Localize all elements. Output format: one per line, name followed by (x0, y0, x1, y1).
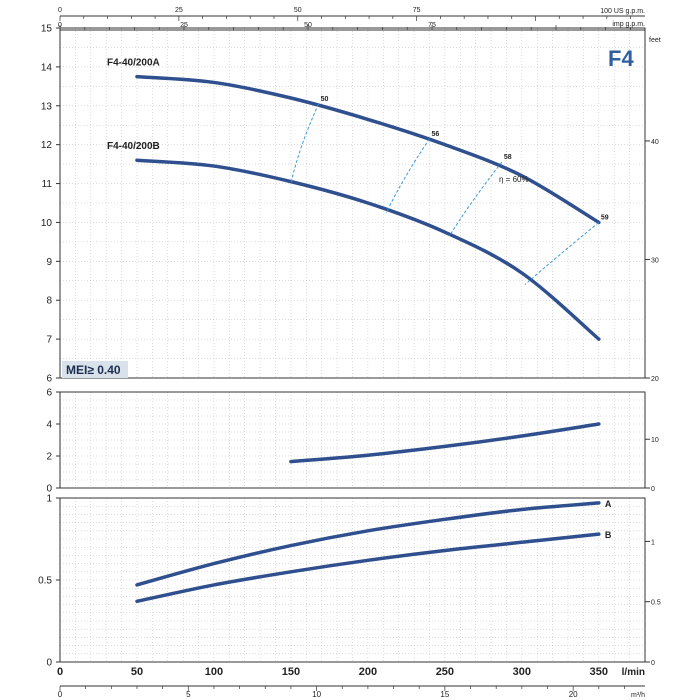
efficiency-line (290, 103, 320, 184)
x-unit-lmin: l/min (622, 667, 645, 678)
mei-badge: MEI≥ 0.40 (66, 363, 121, 377)
curve-power-a (135, 501, 601, 587)
imp-gpm-tick-label: 75 (428, 22, 436, 29)
imp-gpm-tick-label: 0 (58, 22, 62, 29)
right-tick-label: 0 (651, 486, 655, 493)
m3h-tick-label: 5 (186, 690, 191, 699)
labels-layer: F4-40/200A F4-40/200B A B 50 56 58 59 (107, 58, 612, 540)
right-tick-label: 10 (651, 437, 659, 444)
m3h-tick-label: 0 (58, 690, 63, 699)
x-tick-label-lmin: 350 (590, 666, 608, 678)
y-tick-label: 2 (46, 452, 52, 463)
curve-head-f4-40-200a (135, 74, 601, 225)
us-gpm-tick-label: 75 (413, 7, 421, 14)
y-tick-label: 10 (41, 218, 53, 229)
y-tick-label: 4 (46, 420, 52, 431)
mei-badge-bg (62, 361, 128, 378)
series-label: B (605, 530, 612, 540)
x-tick-label-lmin: 250 (436, 666, 454, 678)
x-tick-label-lmin: 50 (131, 666, 143, 678)
right-tick-label: 40 (651, 139, 659, 146)
right-tick-label: 30 (651, 257, 659, 264)
efficiency-label: η = 60% (499, 175, 529, 184)
x-tick-label-lmin: 300 (513, 666, 531, 678)
axes-layer: 6789101112131415203040024601000.5100.51f… (38, 7, 661, 699)
m3h-tick-label: 10 (312, 690, 321, 699)
series-label: A (605, 499, 612, 509)
curve-power-b (135, 532, 601, 604)
y-tick-label: 0 (46, 484, 52, 495)
imp-gpm-unit: imp g.p.m. (612, 21, 645, 28)
us-gpm-tick-label: 50 (294, 7, 302, 14)
us-gpm-tick-label: 0 (58, 7, 62, 14)
y-tick-label: 0 (46, 658, 52, 669)
efficiency-line (449, 161, 503, 237)
curve-npsh-series (289, 422, 601, 464)
m3h-unit: m³/h (631, 692, 645, 699)
y-tick-label: 15 (41, 24, 53, 35)
y-tick-label: 11 (42, 179, 53, 190)
series-label: F4-40/200A (107, 58, 160, 69)
imp-gpm-tick-label: 25 (180, 22, 188, 29)
efficiency-value-label: 58 (504, 154, 512, 161)
x-tick-label-lmin: 100 (205, 666, 223, 678)
y-tick-label: 14 (41, 62, 53, 73)
curve-head-f4-40-200b (135, 158, 601, 341)
right-tick-label: 20 (651, 376, 659, 383)
efficiency-line (524, 222, 600, 286)
y-tick-label: 6 (46, 388, 52, 399)
x-tick-label-lmin: 150 (282, 666, 300, 678)
right-tick-label: 0 (651, 660, 655, 667)
us-gpm-unit: 100 US g.p.m. (600, 8, 645, 15)
y-tick-label: 12 (41, 140, 53, 151)
y-tick-label: 6 (46, 374, 52, 385)
y-tick-label: 9 (46, 257, 52, 268)
x-tick-label-lmin: 200 (359, 666, 377, 678)
series-label: F4-40/200B (107, 141, 160, 152)
curves-layer (135, 74, 601, 604)
efficiency-value-label: 56 (431, 131, 439, 138)
right-tick-label: 0.5 (651, 600, 661, 607)
right-tick-label: 1 (651, 539, 655, 546)
y-tick-label: 0.5 (38, 576, 52, 587)
x-tick-label-lmin: 0 (57, 666, 63, 678)
efficiency-value-label: 50 (321, 96, 329, 103)
right-axis-label: feet (649, 37, 661, 44)
y-tick-label: 8 (46, 296, 52, 307)
us-gpm-tick-label: 25 (175, 7, 183, 14)
y-tick-label: 1 (46, 494, 52, 505)
grid-layer (59, 27, 646, 663)
panel-frame (59, 391, 646, 489)
y-tick-label: 7 (46, 335, 52, 346)
m3h-tick-label: 20 (569, 690, 578, 699)
efficiency-value-label: 59 (601, 214, 609, 221)
panel-frame (59, 27, 646, 379)
m3h-tick-label: 15 (440, 690, 449, 699)
imp-gpm-tick-label: 50 (304, 22, 312, 29)
y-tick-label: 13 (41, 101, 53, 112)
efficiency-line (385, 138, 430, 213)
chart-title: F4 (608, 46, 634, 71)
